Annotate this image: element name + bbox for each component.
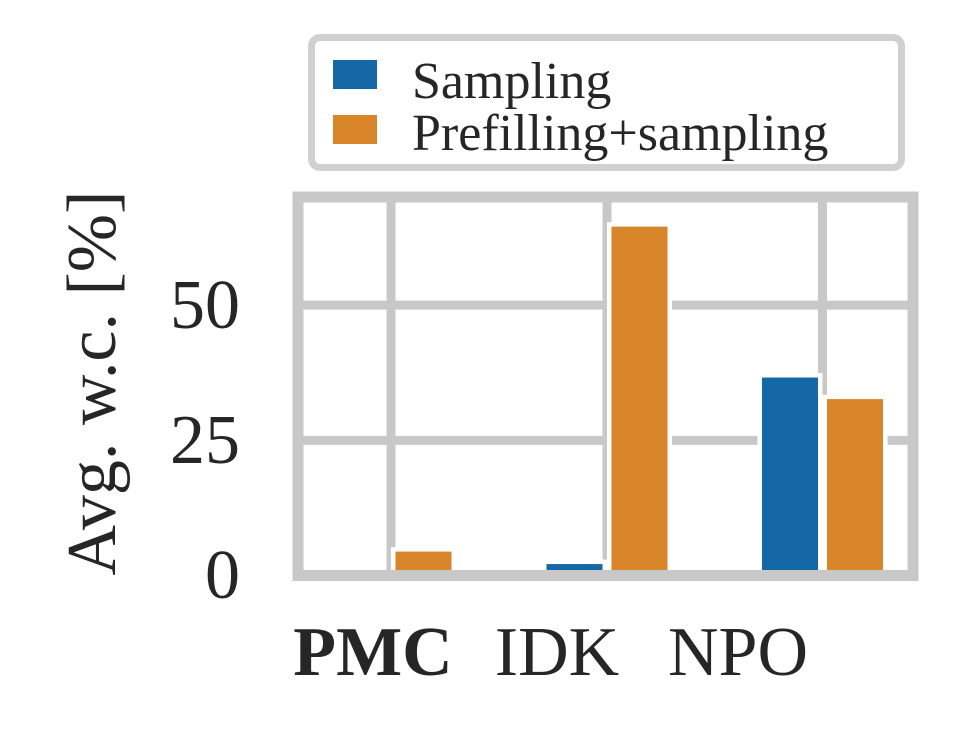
x-tick-label-npo: NPO: [667, 614, 809, 691]
bar-fill: [827, 399, 883, 576]
legend-swatch-sampling: [333, 60, 377, 89]
axes-frame: [292, 191, 919, 581]
bar-fill: [611, 226, 668, 576]
x-tick-label-idk: IDK: [494, 614, 620, 691]
x-tick-label-pmc: PMC: [293, 614, 453, 691]
y-axis-label: Avg. w.c. [%]: [54, 190, 131, 576]
bar-fill: [762, 377, 818, 576]
bar-fill: [546, 564, 603, 576]
legend-swatch-prefilling-sampling: [333, 115, 377, 144]
legend-label-sampling: Sampling: [412, 53, 612, 110]
y-tick-label-0: 0: [205, 537, 240, 614]
y-tick-label-50: 50: [170, 267, 240, 344]
bar-fill: [395, 551, 452, 576]
legend-label-prefilling-sampling: Prefilling+sampling: [412, 105, 829, 162]
y-tick-label-25: 25: [170, 402, 240, 479]
legend: Sampling Prefilling+sampling: [308, 34, 905, 171]
